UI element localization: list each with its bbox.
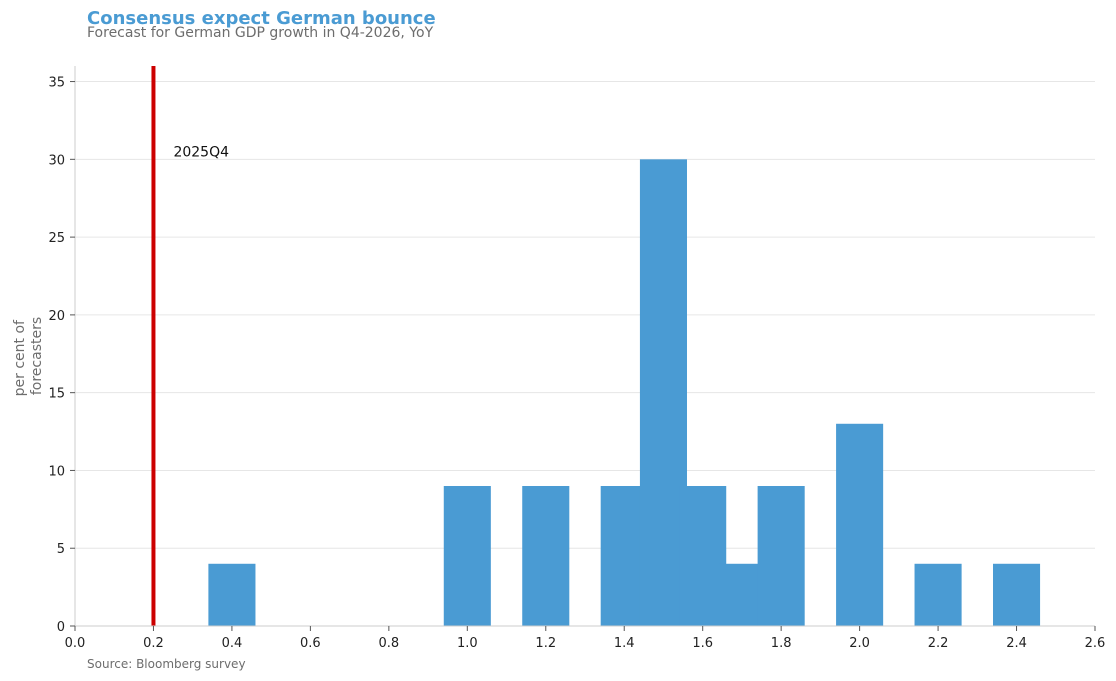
source-note: Source: Bloomberg survey: [87, 657, 246, 671]
x-tick-label: 2.0: [849, 636, 870, 651]
y-tick-label: 5: [57, 542, 65, 557]
reference-line-group: 2025Q4: [151, 66, 229, 626]
x-tick-label: 0.2: [143, 636, 164, 651]
x-axis-ticks: 0.0 0.2 0.4 0.6 0.8 1.0 1.2 1.4 1.6 1.8 2.0 2.2 2.4 2…: [65, 626, 1106, 651]
y-axis-ticks: 0 5 10 15 20 25 30 35: [48, 76, 75, 635]
x-tick-label: 1.4: [614, 636, 635, 651]
bars: [208, 159, 1041, 627]
bar-0: [208, 563, 256, 626]
x-tick-label: 1.2: [535, 636, 556, 651]
y-axis-label-line-2: forecasters: [29, 317, 45, 395]
x-tick-label: 2.2: [928, 636, 949, 651]
y-tick-label: 35: [48, 76, 65, 91]
x-tick-label: 2.4: [1006, 636, 1027, 651]
x-tick-label: 0.4: [222, 636, 243, 651]
y-tick-label: 0: [57, 620, 65, 635]
bar-10: [993, 563, 1041, 626]
y-axis-label: per cent of forecasters: [12, 316, 45, 397]
x-tick-label: 2.6: [1085, 636, 1106, 651]
x-tick-label: 1.0: [457, 636, 478, 651]
y-tick-label: 25: [48, 231, 65, 246]
grid-lines: [75, 81, 1095, 549]
bar-9: [914, 563, 962, 626]
x-tick-label: 0.6: [300, 636, 321, 651]
y-tick-label: 15: [48, 387, 65, 402]
chart-subtitle: Forecast for German GDP growth in Q4-202…: [87, 25, 434, 41]
chart-title: Consensus expect German bounce: [87, 8, 436, 29]
y-tick-label: 20: [48, 309, 65, 324]
x-tick-label: 1.8: [771, 636, 792, 651]
bar-2: [522, 486, 570, 626]
bar-8: [836, 423, 884, 626]
y-tick-label: 30: [48, 153, 65, 168]
bar-7: [757, 486, 805, 626]
reference-line-label: 2025Q4: [173, 145, 229, 161]
bar-1: [443, 486, 491, 626]
y-axis-label-line-1: per cent of: [12, 319, 28, 396]
x-tick-label: 1.6: [692, 636, 713, 651]
y-tick-label: 10: [48, 464, 65, 479]
x-tick-label: 0.8: [379, 636, 400, 651]
x-tick-label: 0.0: [65, 636, 86, 651]
